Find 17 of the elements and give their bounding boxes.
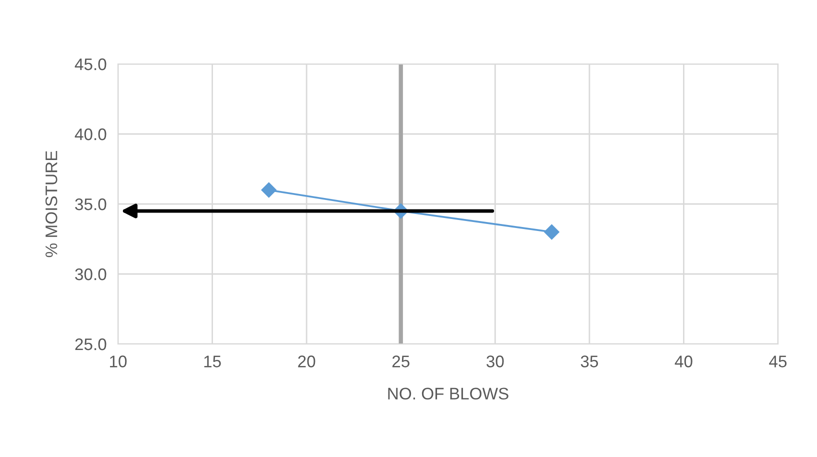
x-tick-label: 10 bbox=[110, 356, 127, 368]
x-tick-label: 35 bbox=[580, 356, 598, 368]
y-tick-label: 30.0 bbox=[75, 268, 106, 280]
x-tick-label: 15 bbox=[204, 356, 221, 368]
x-tick-label: 25 bbox=[392, 356, 410, 368]
point bbox=[544, 224, 560, 240]
x-tick-label: 40 bbox=[674, 356, 692, 368]
x-tick-label: 20 bbox=[298, 356, 316, 368]
y-axis-title: % MOISTURE bbox=[45, 151, 58, 258]
x-tick-label: 30 bbox=[486, 356, 504, 368]
x-axis-title: NO. OF BLOWS bbox=[388, 388, 508, 400]
y-tick-label: 35.0 bbox=[75, 198, 106, 210]
point bbox=[261, 182, 276, 198]
x-tick-label: 45 bbox=[769, 356, 787, 368]
y-tick-label: 40.0 bbox=[74, 128, 106, 140]
y-tick-label: 45.0 bbox=[74, 58, 106, 70]
y-tick-label: 25.0 bbox=[75, 338, 106, 350]
